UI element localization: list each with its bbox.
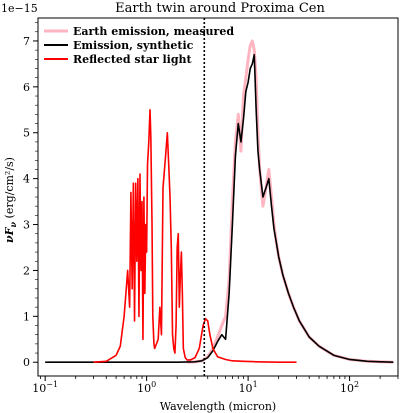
y-tick-label: 6 <box>23 81 30 94</box>
legend-label-3: Reflected star light <box>73 53 193 66</box>
y-tick-label: 5 <box>23 127 30 140</box>
series-line-2 <box>45 53 394 364</box>
y-tick-label: 1 <box>23 310 30 323</box>
y-axis-label-sub: ν <box>8 222 18 228</box>
legend-label-2: Emission, synthetic <box>73 39 194 52</box>
y-tick-label: 4 <box>23 173 30 186</box>
y-axis-label-main: νF <box>3 226 16 243</box>
legend-label-1: Earth emission, measured <box>73 25 234 38</box>
y-axis: 0 1 2 3 4 5 6 7 <box>23 22 38 369</box>
x-tick-label: 10−1 <box>32 380 58 395</box>
y-axis-label: νFν (erg/cm²/s) <box>3 157 18 243</box>
y-offset-label: 1e−15 <box>1 2 38 15</box>
chart-title: Earth twin around Proxima Cen <box>115 1 325 16</box>
y-tick-label: 3 <box>23 219 30 232</box>
x-tick-label: 101 <box>239 380 258 395</box>
series-layer <box>45 39 394 364</box>
x-tick-label: 100 <box>137 380 156 395</box>
y-tick-label: 0 <box>23 356 30 369</box>
series-line-3 <box>93 108 297 364</box>
y-axis-label-unit: (erg/cm²/s) <box>3 157 16 222</box>
x-axis-label: Wavelength (micron) <box>160 400 276 413</box>
x-axis: 10−1 100 101 102 <box>32 376 399 395</box>
y-tick-label: 2 <box>23 264 30 277</box>
y-tick-label: 7 <box>23 35 30 48</box>
x-tick-label: 102 <box>340 380 359 395</box>
